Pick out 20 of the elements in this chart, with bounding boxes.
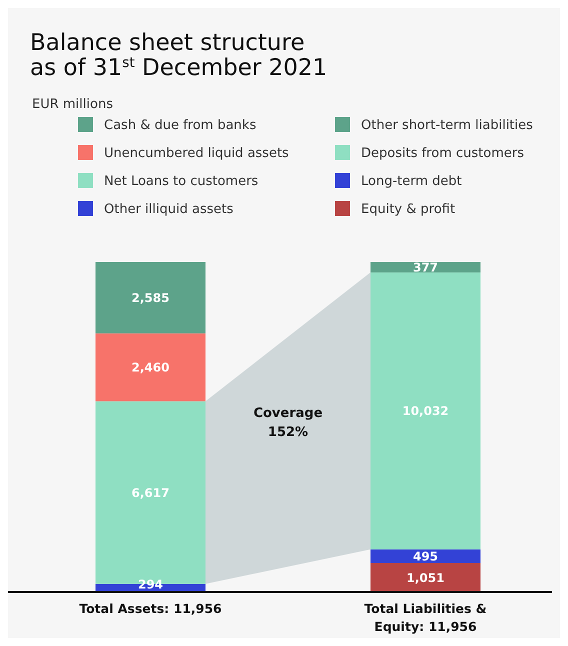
annotation: Coverage 152% [253,406,323,440]
x-tick-label: Total Assets: 11,956 [79,601,222,616]
legend-label: Cash & due from banks [104,118,256,133]
legend-label: Equity & profit [361,202,456,217]
legend-label: Long-term debt [361,174,462,189]
legend-label: Unencumbered liquid assets [104,146,290,161]
legend-label: Deposits from customers [361,146,524,161]
legend-label: Other short-term liabilities [361,118,534,133]
x-tick-label: Total Liabilities & Equity: 11,956 [364,601,487,634]
data-label: 6,617 [132,486,170,500]
data-label: 10,032 [402,404,449,418]
chart-title: Balance sheet structure as of 31$^{st}$ December 2021 [30,30,328,81]
data-label: 2,460 [132,360,170,375]
legend-label: Net Loans to customers [104,174,258,189]
data-label: 495 [412,549,438,564]
legend-label: Other illiquid assets [104,202,234,217]
data-label: 377 [412,260,438,275]
data-label: 2,585 [132,290,170,305]
data-label: 1,051 [406,570,444,585]
chart-subtitle: EUR millions [32,97,114,112]
